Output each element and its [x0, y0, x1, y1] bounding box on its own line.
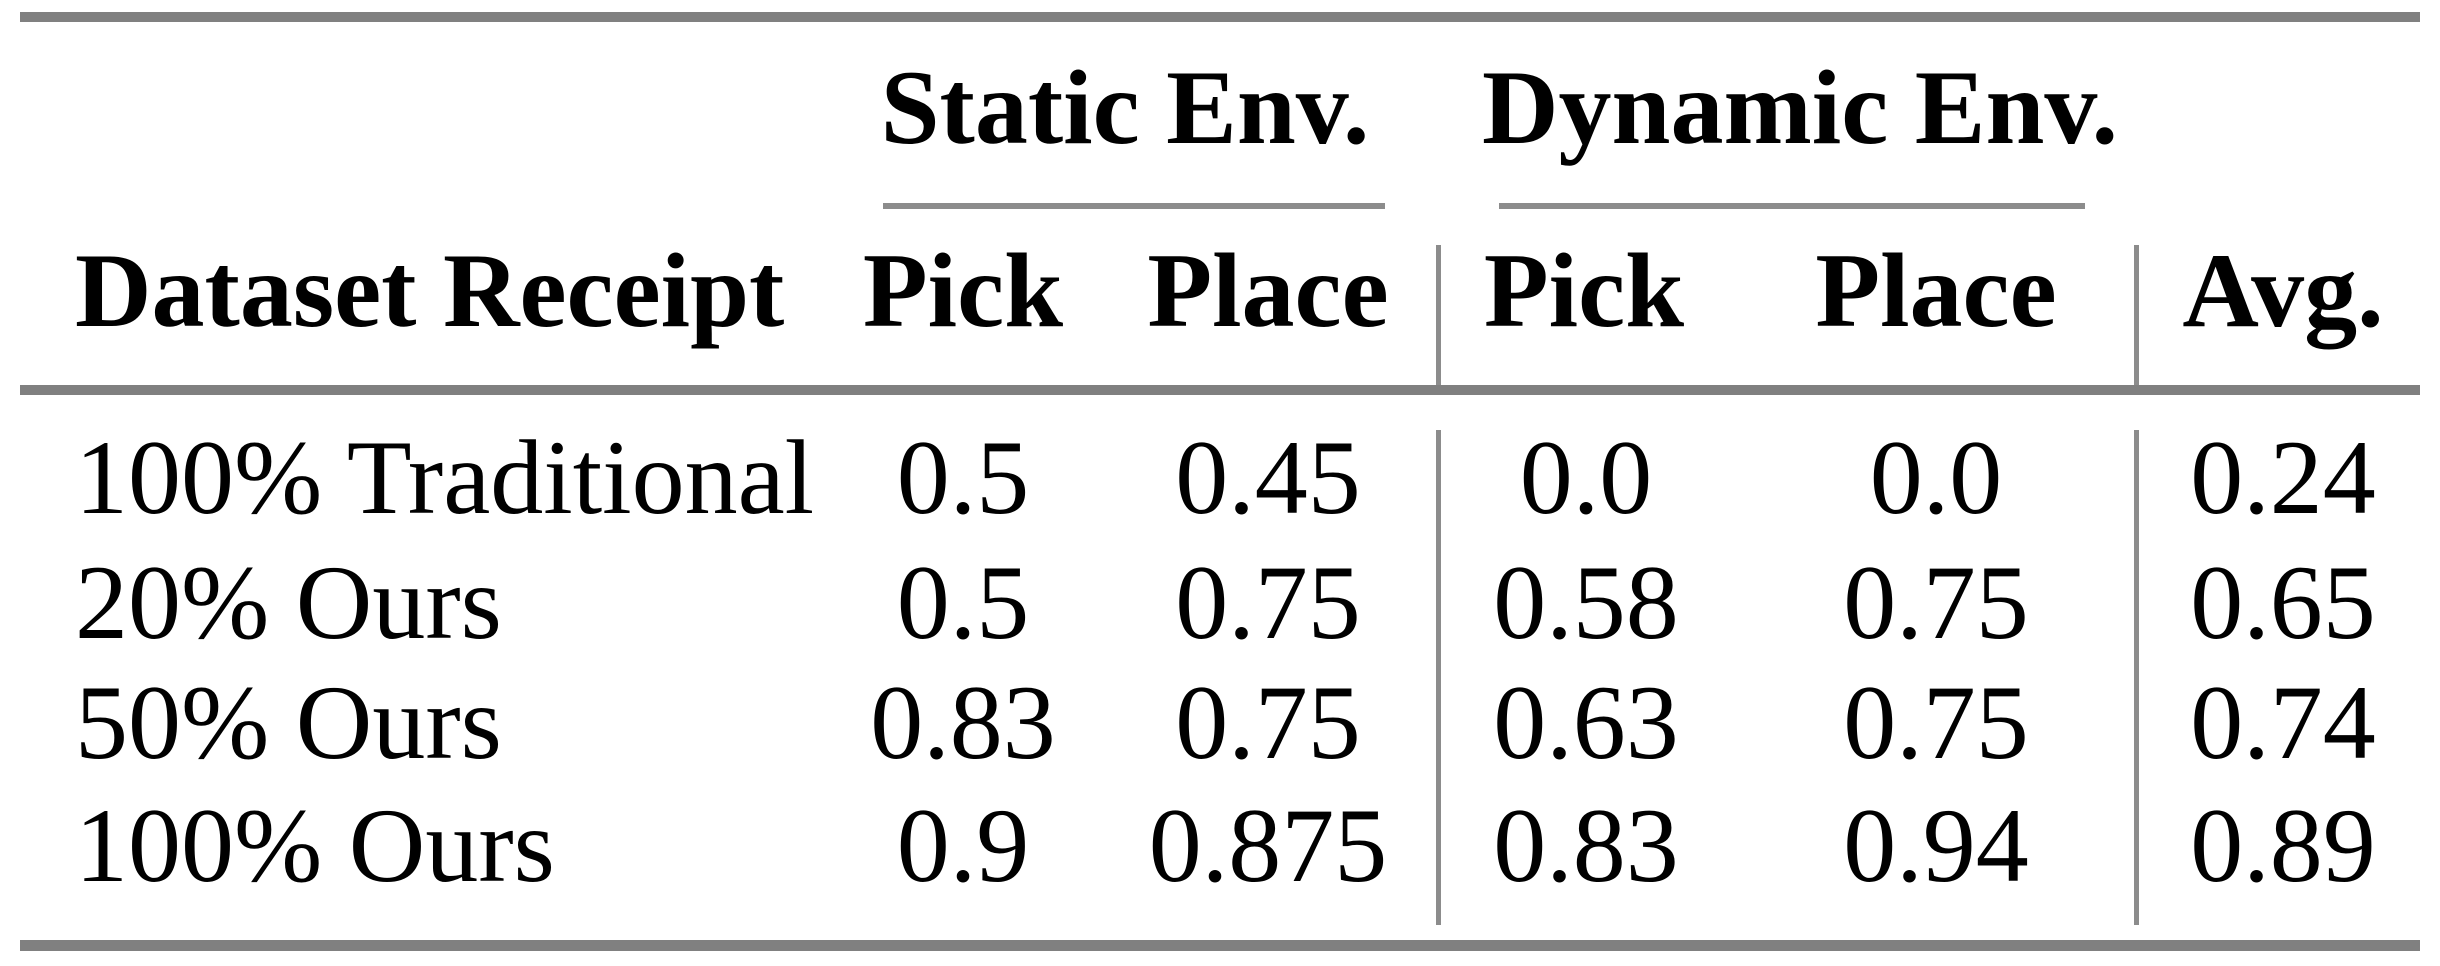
cell-avg: 0.74 — [2190, 664, 2376, 781]
cell-dynamic-place: 0.0 — [1869, 419, 2003, 536]
cell-static-place: 0.75 — [1175, 664, 1361, 781]
cell-avg: 0.89 — [2190, 787, 2376, 904]
cell-avg: 0.65 — [2190, 544, 2376, 661]
row-label: 20% Ours — [75, 544, 502, 661]
column-header-dynamic-place: Place — [1815, 232, 2057, 349]
vertical-divider-2-body — [2134, 430, 2139, 925]
dynamic-env-underline-rule — [1499, 203, 2085, 209]
cell-dynamic-pick: 0.58 — [1493, 544, 1679, 661]
cell-static-place: 0.75 — [1175, 544, 1361, 661]
group-header-dynamic-env: Dynamic Env. — [1481, 49, 2119, 166]
row-label: 100% Traditional — [75, 419, 815, 536]
cell-dynamic-pick: 0.0 — [1519, 419, 1653, 536]
column-header-avg: Avg. — [2182, 232, 2384, 349]
cell-static-pick: 0.5 — [896, 419, 1030, 536]
cell-static-pick: 0.9 — [896, 787, 1030, 904]
cell-static-pick: 0.5 — [896, 544, 1030, 661]
row-label: 50% Ours — [75, 664, 502, 781]
group-header-static-env: Static Env. — [880, 49, 1370, 166]
column-header-dataset-receipt: Dataset Receipt — [75, 232, 785, 349]
vertical-divider-1-body — [1436, 430, 1441, 925]
column-header-static-pick: Pick — [862, 232, 1064, 349]
top-border-rule — [20, 12, 2420, 22]
cell-static-place: 0.45 — [1175, 419, 1361, 536]
cell-avg: 0.24 — [2190, 419, 2376, 536]
cell-static-pick: 0.83 — [870, 664, 1056, 781]
column-header-dynamic-pick: Pick — [1483, 232, 1685, 349]
column-header-static-place: Place — [1147, 232, 1389, 349]
cell-dynamic-place: 0.75 — [1843, 664, 2029, 781]
row-label: 100% Ours — [75, 787, 555, 904]
cell-dynamic-place: 0.75 — [1843, 544, 2029, 661]
cell-dynamic-pick: 0.63 — [1493, 664, 1679, 781]
cell-static-place: 0.875 — [1148, 787, 1388, 904]
vertical-divider-1-header — [1436, 245, 1441, 385]
vertical-divider-2-header — [2134, 245, 2139, 385]
bottom-border-rule — [20, 940, 2420, 951]
static-env-underline-rule — [883, 203, 1385, 209]
header-separator-rule — [20, 385, 2420, 395]
cell-dynamic-place: 0.94 — [1843, 787, 2029, 904]
cell-dynamic-pick: 0.83 — [1493, 787, 1679, 904]
